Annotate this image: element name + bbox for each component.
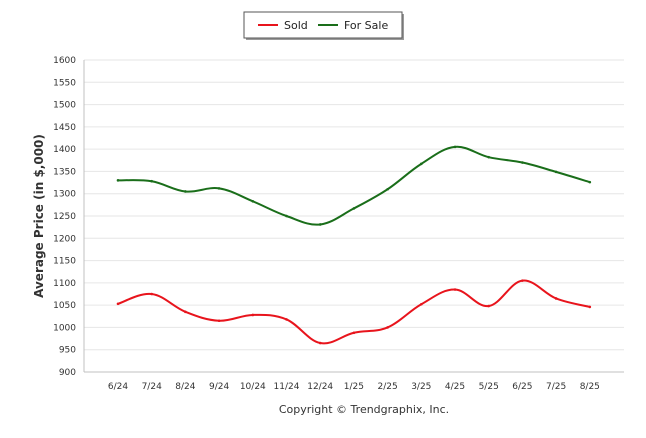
y-tick-label: 1600: [53, 56, 76, 66]
data-point-sold: [554, 297, 558, 300]
axes-layer: 900 950 1000 1050 1100 1150 1200 1250 1300 1350 14…: [53, 56, 624, 392]
data-point-for-sale: [217, 187, 221, 190]
legend: Sold For Sale: [243, 11, 404, 40]
x-tick-label: 6/24: [108, 382, 128, 392]
y-tick-label: 1250: [53, 212, 76, 222]
x-tick-label: 3/25: [411, 382, 431, 392]
data-point-sold: [318, 341, 322, 345]
y-tick-label: 1100: [53, 279, 76, 289]
data-point-for-sale: [150, 179, 153, 183]
data-point-for-sale: [116, 179, 120, 182]
data-point-sold: [116, 302, 120, 306]
y-axis-label: Average Price (in $,000): [32, 134, 46, 298]
y-tick-label: 1400: [53, 145, 76, 155]
legend-label-for-sale: For Sale: [344, 19, 388, 32]
series-line-for-sale: [117, 145, 591, 226]
y-tick-label: 1350: [53, 167, 76, 177]
data-point-sold: [150, 292, 153, 296]
y-tick-label: 1150: [53, 257, 76, 267]
copyright-credit: Copyright © Trendgraphix, Inc.: [279, 403, 449, 416]
data-point-sold: [184, 310, 187, 314]
data-point-sold: [420, 302, 423, 306]
x-tick-label: 6/25: [512, 382, 532, 392]
data-point-for-sale: [318, 223, 322, 226]
legend-label-sold: Sold: [284, 19, 308, 32]
x-tick-label: 11/24: [274, 382, 300, 392]
x-tick-label: 9/24: [209, 382, 229, 392]
x-tick-label: 5/25: [479, 382, 499, 392]
y-tick-label: 1550: [53, 78, 76, 88]
data-point-for-sale: [352, 207, 356, 210]
data-point-sold: [487, 304, 491, 308]
data-point-sold: [453, 288, 457, 291]
data-point-sold: [386, 326, 389, 329]
y-tick-label: 950: [59, 346, 76, 356]
x-tick-label: 8/24: [175, 382, 195, 392]
data-point-for-sale: [420, 162, 423, 166]
data-point-sold: [588, 305, 592, 309]
data-point-sold: [352, 331, 356, 335]
y-tick-label: 1200: [53, 234, 76, 244]
y-tick-label: 1050: [53, 301, 76, 311]
x-tick-label: 8/25: [580, 382, 600, 392]
data-point-for-sale: [554, 170, 558, 174]
x-tick-label: 12/24: [307, 382, 333, 392]
data-point-for-sale: [184, 190, 187, 193]
data-point-for-sale: [588, 180, 592, 184]
series-for-sale: [116, 145, 592, 226]
x-tick-label: 7/24: [142, 382, 162, 392]
y-tick-label: 900: [59, 368, 76, 378]
data-point-for-sale: [285, 214, 288, 218]
y-tick-label: 1500: [53, 101, 76, 111]
data-point-for-sale: [453, 145, 457, 149]
data-point-sold: [521, 279, 524, 282]
data-point-for-sale: [386, 187, 389, 191]
x-tick-label: 1/25: [344, 382, 364, 392]
data-point-sold: [285, 318, 288, 321]
series-layer: [116, 145, 592, 345]
y-tick-label: 1300: [53, 190, 76, 200]
x-tick-label: 2/25: [377, 382, 397, 392]
y-tick-label: 1450: [53, 123, 76, 133]
data-point-for-sale: [521, 161, 524, 164]
grid-layer: [84, 59, 624, 373]
x-tick-label: 7/25: [546, 382, 566, 392]
x-tick-label: 4/25: [445, 382, 465, 392]
y-tick-label: 1000: [53, 323, 76, 333]
series-sold: [116, 279, 592, 345]
data-point-for-sale: [487, 155, 491, 159]
data-point-sold: [251, 313, 255, 317]
x-tick-label: 10/24: [240, 382, 266, 392]
data-point-sold: [217, 319, 221, 323]
data-point-for-sale: [251, 199, 255, 203]
